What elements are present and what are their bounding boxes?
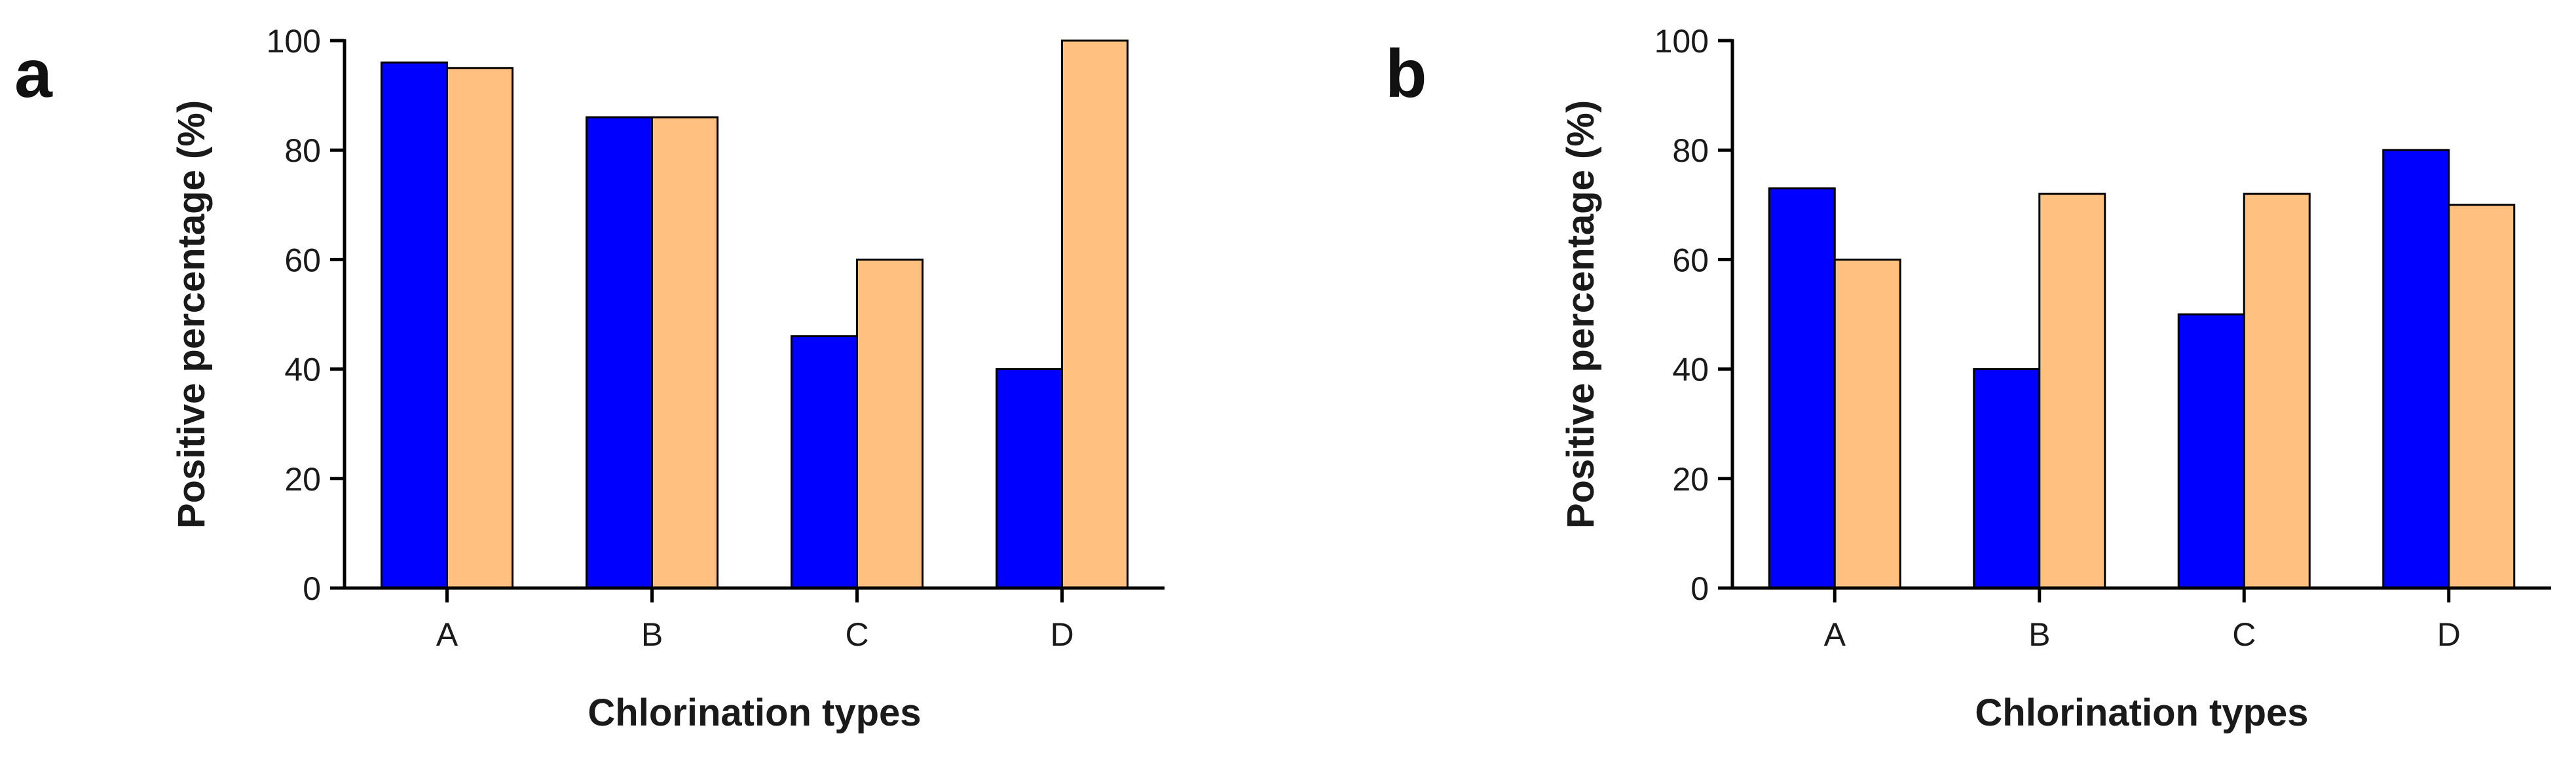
- x-tick-label: D: [2437, 616, 2461, 653]
- bar-a-B-series-2: [651, 116, 719, 589]
- bar-b-A-series-2: [1833, 258, 1901, 589]
- y-axis-title: Positive percentage (%): [170, 100, 213, 528]
- panel-label: b: [1385, 36, 1427, 112]
- panel-label: a: [14, 36, 53, 112]
- bar-a-C-series-1: [791, 335, 858, 589]
- x-tick-label: C: [845, 616, 868, 653]
- x-axis-title: Chlorination types: [588, 692, 921, 734]
- bar-a-B-series-1: [586, 116, 653, 589]
- bar-b-D-series-2: [2448, 204, 2516, 589]
- y-tick-label: 0: [303, 570, 321, 607]
- bar-b-C-series-1: [2177, 313, 2245, 589]
- y-tick-label: 80: [284, 132, 321, 169]
- y-tick-label: 0: [1690, 570, 1709, 607]
- y-tick-label: 100: [267, 23, 321, 60]
- bar-b-B-series-1: [1973, 368, 2041, 589]
- x-tick-label: D: [1050, 616, 1073, 653]
- bar-a-C-series-2: [856, 258, 924, 589]
- bar-a-D-series-2: [1061, 39, 1129, 589]
- x-axis-title: Chlorination types: [1975, 692, 2308, 734]
- x-tick-label: B: [2028, 616, 2050, 653]
- y-tick-label: 40: [1672, 352, 1709, 388]
- y-tick-label: 20: [284, 461, 321, 498]
- bar-a-A-series-2: [446, 67, 513, 589]
- y-tick-label: 60: [1672, 242, 1709, 278]
- x-tick-label: B: [641, 616, 663, 653]
- x-tick-label: A: [436, 616, 458, 653]
- y-tick-label: 80: [1672, 132, 1709, 169]
- bar-b-B-series-2: [2038, 193, 2106, 589]
- bar-b-C-series-2: [2243, 193, 2311, 589]
- x-tick-label: C: [2232, 616, 2256, 653]
- y-tick-label: 20: [1672, 461, 1709, 498]
- x-tick-label: A: [1824, 616, 1846, 653]
- y-tick-label: 60: [284, 242, 321, 278]
- y-tick-label: 100: [1654, 23, 1709, 60]
- bar-b-D-series-1: [2382, 149, 2450, 589]
- bar-a-D-series-1: [996, 368, 1063, 589]
- bar-b-A-series-1: [1768, 187, 1836, 589]
- y-axis-title: Positive percentage (%): [1559, 100, 1602, 528]
- y-tick-label: 40: [284, 352, 321, 388]
- bar-a-A-series-1: [381, 61, 448, 589]
